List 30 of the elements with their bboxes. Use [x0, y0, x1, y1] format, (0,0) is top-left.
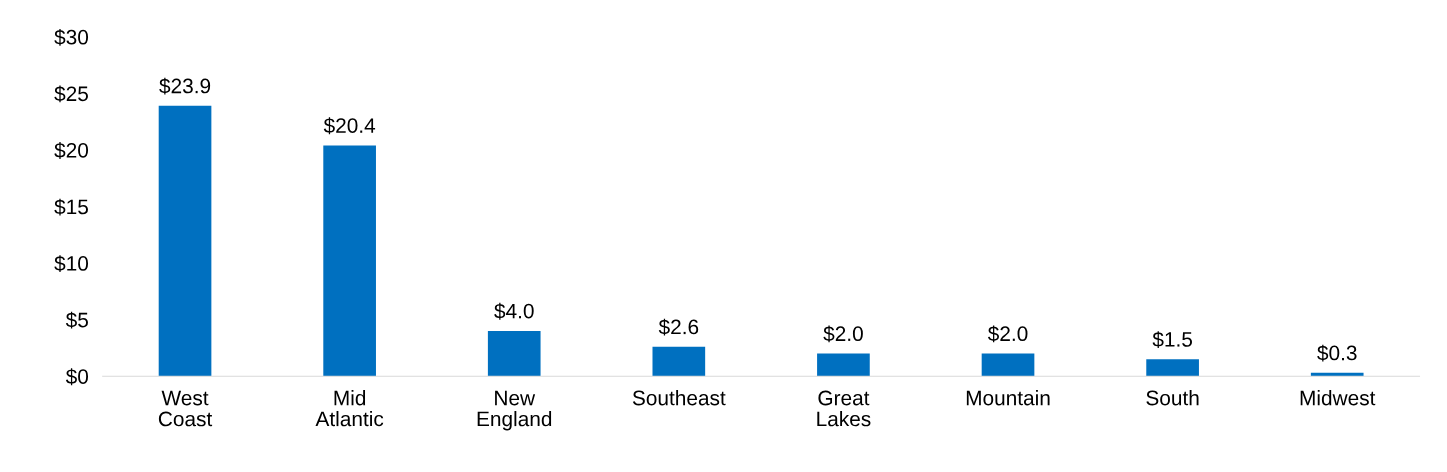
x-tick-label: Midwest: [1300, 390, 1376, 406]
y-tick-label: $10: [54, 255, 89, 273]
y-tick-label: $5: [65, 311, 88, 329]
data-label: $0.3: [1317, 344, 1357, 362]
data-label: $23.9: [159, 77, 211, 95]
x-tick-label: Mid Atlantic: [315, 390, 384, 427]
bar: [487, 330, 541, 377]
y-tick-label: $0: [65, 368, 89, 386]
bar: [652, 346, 706, 377]
x-tick-label: South: [1146, 390, 1199, 406]
y-tick-label: $30: [54, 28, 89, 46]
data-label: $1.5: [1152, 331, 1193, 348]
bar: [158, 105, 212, 377]
y-tick-label: $20: [54, 142, 89, 159]
data-label: $2.0: [823, 325, 863, 343]
bar: [817, 353, 870, 377]
bar: [323, 145, 376, 377]
x-tick-label: West Coast: [158, 390, 213, 427]
x-tick-label: Mountain: [966, 390, 1050, 406]
y-tick-label: $15: [54, 198, 88, 216]
data-label: $4.0: [494, 302, 534, 320]
data-label: $2.0: [987, 325, 1028, 343]
data-label: $2.6: [658, 318, 699, 336]
x-tick-label: Great Lakes: [817, 390, 871, 427]
x-tick-label: Southeast: [632, 390, 726, 406]
x-tick-label: New England: [477, 390, 552, 431]
bar: [1146, 359, 1199, 377]
y-tick-label: $25: [54, 85, 88, 103]
data-label: $20.4: [323, 117, 376, 135]
bar: [981, 353, 1035, 377]
